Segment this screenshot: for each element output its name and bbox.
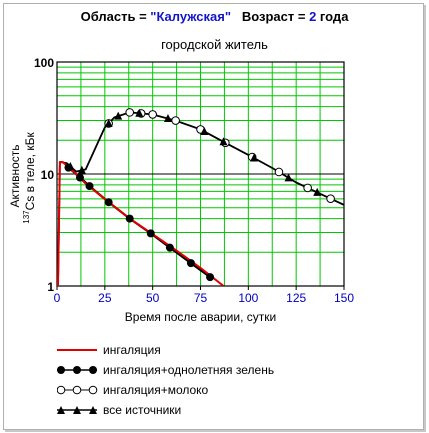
marker-open-circle <box>171 116 180 125</box>
title-prefix: Область = <box>80 9 151 24</box>
x-tick-label: 0 <box>54 291 61 305</box>
x-tick-label: 50 <box>146 291 160 305</box>
legend-label-inhalation: ингаляция <box>103 343 161 357</box>
marker-open-circle <box>303 183 312 193</box>
marker-triangle <box>284 173 293 182</box>
marker-open-circle <box>125 108 135 117</box>
marker-triangle <box>77 165 86 174</box>
marker-triangle <box>104 118 113 127</box>
marker-filled-circle <box>85 182 94 191</box>
title-age-unit: года <box>316 9 349 24</box>
legend-item-greens: ингаляция+однолетняя зелень <box>57 360 274 380</box>
legend: ингаляция ингаляция+однолетняя зелень ин… <box>57 340 274 420</box>
y-axis-label-superscript: 137 <box>22 210 31 224</box>
marker-triangle <box>114 111 123 120</box>
x-tick-label: 75 <box>194 291 208 305</box>
y-tick-label: 100 <box>34 56 54 70</box>
marker-filled-circle <box>165 243 174 252</box>
x-tick-label: 150 <box>334 291 354 305</box>
legend-item-inhalation: ингаляция <box>57 340 274 360</box>
marker-open-circle <box>148 110 157 119</box>
marker-triangle <box>313 187 322 196</box>
legend-label-milk: ингаляция+молоко <box>103 383 209 397</box>
legend-label-all: все источники <box>103 403 182 417</box>
title-region: "Калужская" <box>150 9 232 24</box>
marker-triangle <box>163 114 172 123</box>
y-tick-label: 1 <box>47 280 54 294</box>
marker-triangle <box>219 137 228 146</box>
x-axis-label: Время после аварии, сутки <box>125 310 276 324</box>
y-tick-label: 10 <box>41 168 55 182</box>
marker-triangle <box>250 153 259 162</box>
title-age-value: 2 <box>309 9 317 24</box>
x-tick-label: 125 <box>286 291 306 305</box>
legend-item-all: все источники <box>57 400 274 420</box>
marker-filled-circle <box>146 229 155 238</box>
marker-triangle <box>200 126 209 135</box>
marker-open-circle <box>326 194 335 203</box>
y-axis-label-main: Cs в теле, кБк <box>23 132 37 211</box>
legend-item-milk: ингаляция+молоко <box>57 380 274 400</box>
y-axis-label-2: Активность <box>8 144 22 207</box>
chart-title: Область = "Калужская" Возраст = 2 года <box>0 9 429 24</box>
grid <box>57 61 344 287</box>
legend-line-red-icon <box>57 349 97 351</box>
chart-subtitle: городской житель <box>161 37 268 52</box>
legend-label-greens: ингаляция+однолетняя зелень <box>103 363 275 377</box>
legend-open-circle-icon <box>57 385 98 395</box>
marker-filled-circle <box>104 198 113 207</box>
marker-triangle <box>66 162 75 171</box>
marker-open-circle <box>274 167 284 177</box>
marker-filled-circle <box>125 214 134 223</box>
legend-filled-circle-icon <box>57 366 97 374</box>
title-age-label: Возраст = <box>231 9 310 24</box>
marker-filled-circle <box>75 173 84 182</box>
marker-filled-circle <box>186 259 195 268</box>
series-group <box>57 108 344 286</box>
marker-filled-circle <box>206 273 215 282</box>
marker-triangle <box>135 108 144 117</box>
y-axis-label-1: 137Cs в теле, кБк <box>22 132 37 224</box>
x-tick-label: 25 <box>98 291 112 305</box>
legend-triangle-icon <box>57 406 97 414</box>
x-tick-label: 100 <box>238 291 258 305</box>
